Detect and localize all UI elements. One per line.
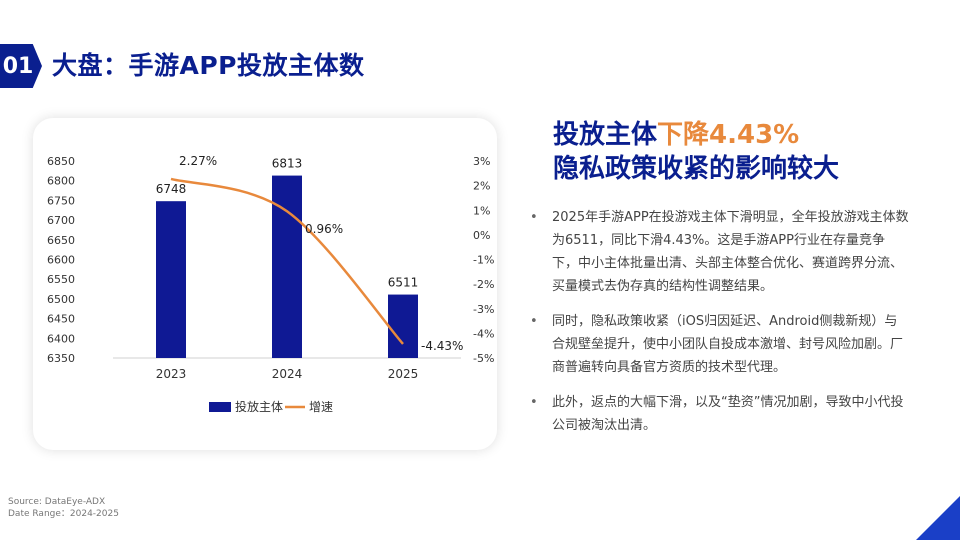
y-right-tick-label: -2%	[473, 278, 494, 291]
y-right-tick-label: -5%	[473, 352, 494, 365]
y-left-tick-label: 6850	[47, 155, 75, 168]
bullet-item: • 同时，隐私政策收紧（iOS归因延迟、Android侧裁新规）与合规壁垒提升，使…	[530, 310, 910, 379]
corner-decoration	[916, 496, 960, 540]
line-value-label: 0.96%	[305, 222, 343, 236]
headline-line-2: 隐私政策收紧的影响较大	[553, 154, 840, 184]
y-right-tick-label: 2%	[473, 180, 490, 193]
y-left-tick-label: 6600	[47, 254, 75, 267]
bullet-text: 2025年手游APP在投游戏主体下滑明显，全年投放游戏主体数为6511，同比下滑…	[552, 210, 909, 294]
y-left-tick-label: 6500	[47, 293, 75, 306]
y-right-tick-label: -1%	[473, 254, 494, 267]
y-right-tick-label: -3%	[473, 303, 494, 316]
y-right-tick-label: -4%	[473, 327, 494, 340]
headline-highlight: 下降4.43%	[657, 120, 800, 150]
y-left-tick-label: 6550	[47, 273, 75, 286]
headline: 投放主体下降4.43% 隐私政策收紧的影响较大	[553, 118, 839, 186]
legend-bar-swatch	[209, 402, 231, 412]
y-right-tick-label: 1%	[473, 204, 490, 217]
section-number: 01	[2, 53, 34, 79]
x-tick-label: 2024	[272, 367, 303, 381]
bullet-dot-icon: •	[530, 395, 538, 410]
bar	[388, 294, 418, 358]
bullet-dot-icon: •	[530, 210, 538, 225]
y-left-tick-label: 6800	[47, 175, 75, 188]
bullet-item: • 2025年手游APP在投游戏主体下滑明显，全年投放游戏主体数为6511，同比下…	[530, 206, 910, 298]
y-right-tick-label: 3%	[473, 155, 490, 168]
bar-value-label: 6813	[272, 157, 303, 171]
line-value-label: 2.27%	[179, 154, 217, 168]
y-left-tick-label: 6450	[47, 313, 75, 326]
growth-line	[170, 177, 404, 345]
y-right-tick-label: 0%	[473, 229, 490, 242]
x-tick-label: 2023	[156, 367, 187, 381]
chart-card: 6850 6800 6750 6700 6650 6600 6550 6500 6450 6400…	[33, 118, 497, 450]
headline-prefix: 投放主体	[553, 120, 658, 150]
date-range-line: Date Range：2024-2025	[8, 509, 119, 519]
bullet-text: 此外，返点的大幅下滑，以及“垫资”情况加剧，导致中小代投公司被淘汰出清。	[552, 395, 904, 433]
headline-line-1: 投放主体下降4.43%	[553, 118, 839, 152]
bullet-dot-icon: •	[530, 314, 538, 329]
y-left-tick-label: 6650	[47, 234, 75, 247]
bar-value-label: 6748	[156, 182, 187, 196]
bullet-item: • 此外，返点的大幅下滑，以及“垫资”情况加剧，导致中小代投公司被淘汰出清。	[530, 391, 910, 437]
legend-bar-label: 投放主体	[235, 399, 283, 414]
y-left-tick-label: 6400	[47, 332, 75, 345]
line-value-label: -4.43%	[421, 339, 463, 353]
bullet-text: 同时，隐私政策收紧（iOS归因延迟、Android侧裁新规）与合规壁垒提升，使中…	[552, 314, 904, 375]
bar-value-label: 6511	[388, 276, 419, 290]
source-note: Source: DataEye-ADX Date Range：2024-2025	[8, 496, 119, 520]
bullet-list: • 2025年手游APP在投游戏主体下滑明显，全年投放游戏主体数为6511，同比下…	[530, 206, 910, 449]
bar	[272, 175, 302, 358]
combo-chart: 6850 6800 6750 6700 6650 6600 6550 6500 6450 6400…	[47, 154, 494, 414]
page-title: 大盘：手游APP投放主体数	[52, 51, 365, 80]
y-left-tick-label: 6350	[47, 352, 75, 365]
bar	[156, 201, 186, 358]
source-line: Source: DataEye-ADX	[8, 497, 106, 507]
y-left-tick-label: 6750	[47, 194, 75, 207]
x-tick-label: 2025	[388, 367, 419, 381]
y-left-tick-label: 6700	[47, 214, 75, 227]
legend-line-label: 增速	[309, 400, 333, 414]
section-number-badge: 01	[0, 44, 42, 88]
